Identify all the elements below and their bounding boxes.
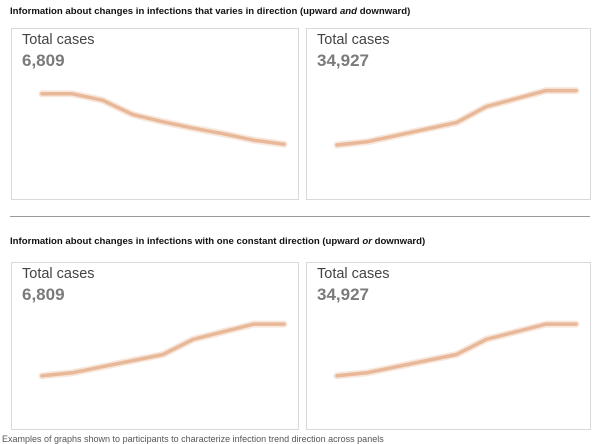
series-line-halo (38, 320, 288, 380)
series-line-halo (333, 320, 580, 380)
series-line (40, 92, 286, 146)
line-chart (38, 320, 288, 380)
series-line (40, 322, 286, 378)
chart-label: Total cases (22, 32, 95, 48)
line-chart (333, 87, 580, 149)
chart-label: Total cases (22, 266, 95, 282)
series-line (335, 322, 578, 378)
chart-panel: Total cases 34,927 (306, 262, 591, 430)
section-title-tail: downward) (371, 236, 426, 247)
section-divider (10, 216, 590, 217)
series-line-halo (333, 87, 580, 149)
chart-panel: Total cases 34,927 (306, 28, 591, 200)
section-title-constant: Information about changes in infections … (10, 236, 425, 247)
series-line-halo (38, 90, 288, 148)
series-line (335, 88, 578, 147)
chart-label: Total cases (317, 266, 390, 282)
section-title-lead: Information about changes in infections … (10, 236, 363, 247)
chart-label: Total cases (317, 32, 390, 48)
chart-value: 6,809 (22, 51, 65, 70)
section-title-lead: Information about changes in infections … (10, 6, 340, 17)
chart-value: 6,809 (22, 285, 65, 304)
chart-panel: Total cases 6,809 (11, 28, 299, 200)
line-chart (38, 90, 288, 148)
section-title-varying: Information about changes in infections … (10, 6, 410, 17)
section-title-tail: downward) (357, 6, 411, 17)
section-title-emphasis: or (362, 236, 372, 247)
section-title-emphasis: and (339, 6, 358, 17)
chart-value: 34,927 (317, 285, 369, 304)
figure-caption: Examples of graphs shown to participants… (2, 434, 384, 444)
chart-panel: Total cases 6,809 (11, 262, 299, 430)
chart-value: 34,927 (317, 51, 369, 70)
line-chart (333, 320, 580, 380)
